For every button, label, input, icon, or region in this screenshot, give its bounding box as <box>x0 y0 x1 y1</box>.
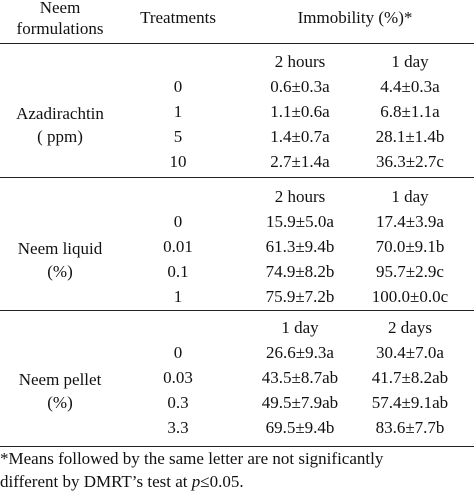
immobility-value-cell: 49.5±7.9ab <box>261 393 339 412</box>
group-label-line2: (%) <box>47 261 73 281</box>
header-treatments: Treatments <box>140 8 216 27</box>
immobility-value-cell: 0.6±0.3a <box>270 77 330 96</box>
treatment-cell: 1 <box>173 287 183 306</box>
immobility-value-cell: 43.5±8.7ab <box>261 368 339 387</box>
treatment-cell: 0.3 <box>167 393 189 412</box>
footnote-line2-suffix: ≤0.05. <box>200 472 244 491</box>
treatment-cell: 5 <box>173 127 183 146</box>
treatment-cell: 0.1 <box>167 262 189 281</box>
treatment-cell: 0 <box>173 212 183 231</box>
group-separator-rule <box>0 177 474 178</box>
immobility-value-cell: 83.6±7.7b <box>375 418 445 437</box>
immobility-value-cell: 100.0±0.0c <box>371 287 449 306</box>
group-time-header-2: 1 day <box>391 52 429 71</box>
immobility-value-cell: 1.1±0.6a <box>270 102 330 121</box>
immobility-value-cell: 41.7±8.2ab <box>371 368 449 387</box>
header-formulations-line2: formulations <box>16 19 104 38</box>
immobility-value-cell: 95.7±2.9c <box>376 262 444 281</box>
treatment-cell: 3.3 <box>167 418 189 437</box>
group-label-line1: Azadirachtin <box>16 103 104 123</box>
treatment-cell: 1 <box>173 102 183 121</box>
group-label-line1: Neem pellet <box>18 369 102 389</box>
group-time-header-2: 2 days <box>388 318 432 337</box>
treatment-cell: 0 <box>173 343 183 362</box>
immobility-value-cell: 57.4±9.1ab <box>371 393 449 412</box>
immobility-value-cell: 1.4±0.7a <box>270 127 330 146</box>
treatment-cell: 0 <box>173 77 183 96</box>
treatment-cell: 0.03 <box>163 368 193 387</box>
immobility-value-cell: 28.1±1.4b <box>375 127 445 146</box>
immobility-value-cell: 6.8±1.1a <box>380 102 440 121</box>
immobility-value-cell: 15.9±5.0a <box>266 212 334 231</box>
immobility-value-cell: 75.9±7.2b <box>265 287 335 306</box>
group-label: Neem liquid (%) <box>18 237 103 283</box>
immobility-value-cell: 61.3±9.4b <box>265 237 335 256</box>
header-formulations-line1: Neem <box>39 0 81 17</box>
group-separator-rule <box>0 310 474 311</box>
footnote-line2: different by DMRT’s test at p≤0.05. <box>0 470 474 493</box>
group-time-header-2: 1 day <box>391 187 429 206</box>
group-label: Neem pellet (%) <box>19 368 102 414</box>
group-time-header-1: 1 day <box>281 318 319 337</box>
immobility-value-cell: 70.0±9.1b <box>375 237 445 256</box>
immobility-value-cell: 36.3±2.7c <box>376 152 444 171</box>
footnote-line1: *Means followed by the same letter are n… <box>0 449 384 468</box>
header-rule <box>0 43 474 44</box>
footnote-line2-prefix: different by DMRT’s test at <box>0 472 192 491</box>
group-label-line2: (%) <box>47 392 73 412</box>
treatment-cell: 0.01 <box>163 237 193 256</box>
group-label-line1: Neem liquid <box>17 238 103 258</box>
immobility-value-cell: 17.4±3.9a <box>376 212 444 231</box>
immobility-value-cell: 69.5±9.4b <box>265 418 335 437</box>
immobility-value-cell: 4.4±0.3a <box>380 77 440 96</box>
immobility-value-cell: 26.6±9.3a <box>266 343 334 362</box>
footnote-p-value-symbol: p <box>191 472 201 491</box>
group-label-line2: ( ppm) <box>37 126 83 146</box>
group-label: Azadirachtin ( ppm) <box>16 102 104 148</box>
footnote: *Means followed by the same letter are n… <box>0 447 474 493</box>
table-bottom-rule <box>0 446 474 447</box>
header-immobility: Immobility (%)* <box>297 8 413 27</box>
group-time-header-1: 2 hours <box>274 187 326 206</box>
immobility-value-cell: 2.7±1.4a <box>270 152 330 171</box>
group-time-header-1: 2 hours <box>274 52 326 71</box>
treatment-cell: 10 <box>169 152 187 171</box>
immobility-value-cell: 74.9±8.2b <box>265 262 335 281</box>
immobility-value-cell: 30.4±7.0a <box>376 343 444 362</box>
